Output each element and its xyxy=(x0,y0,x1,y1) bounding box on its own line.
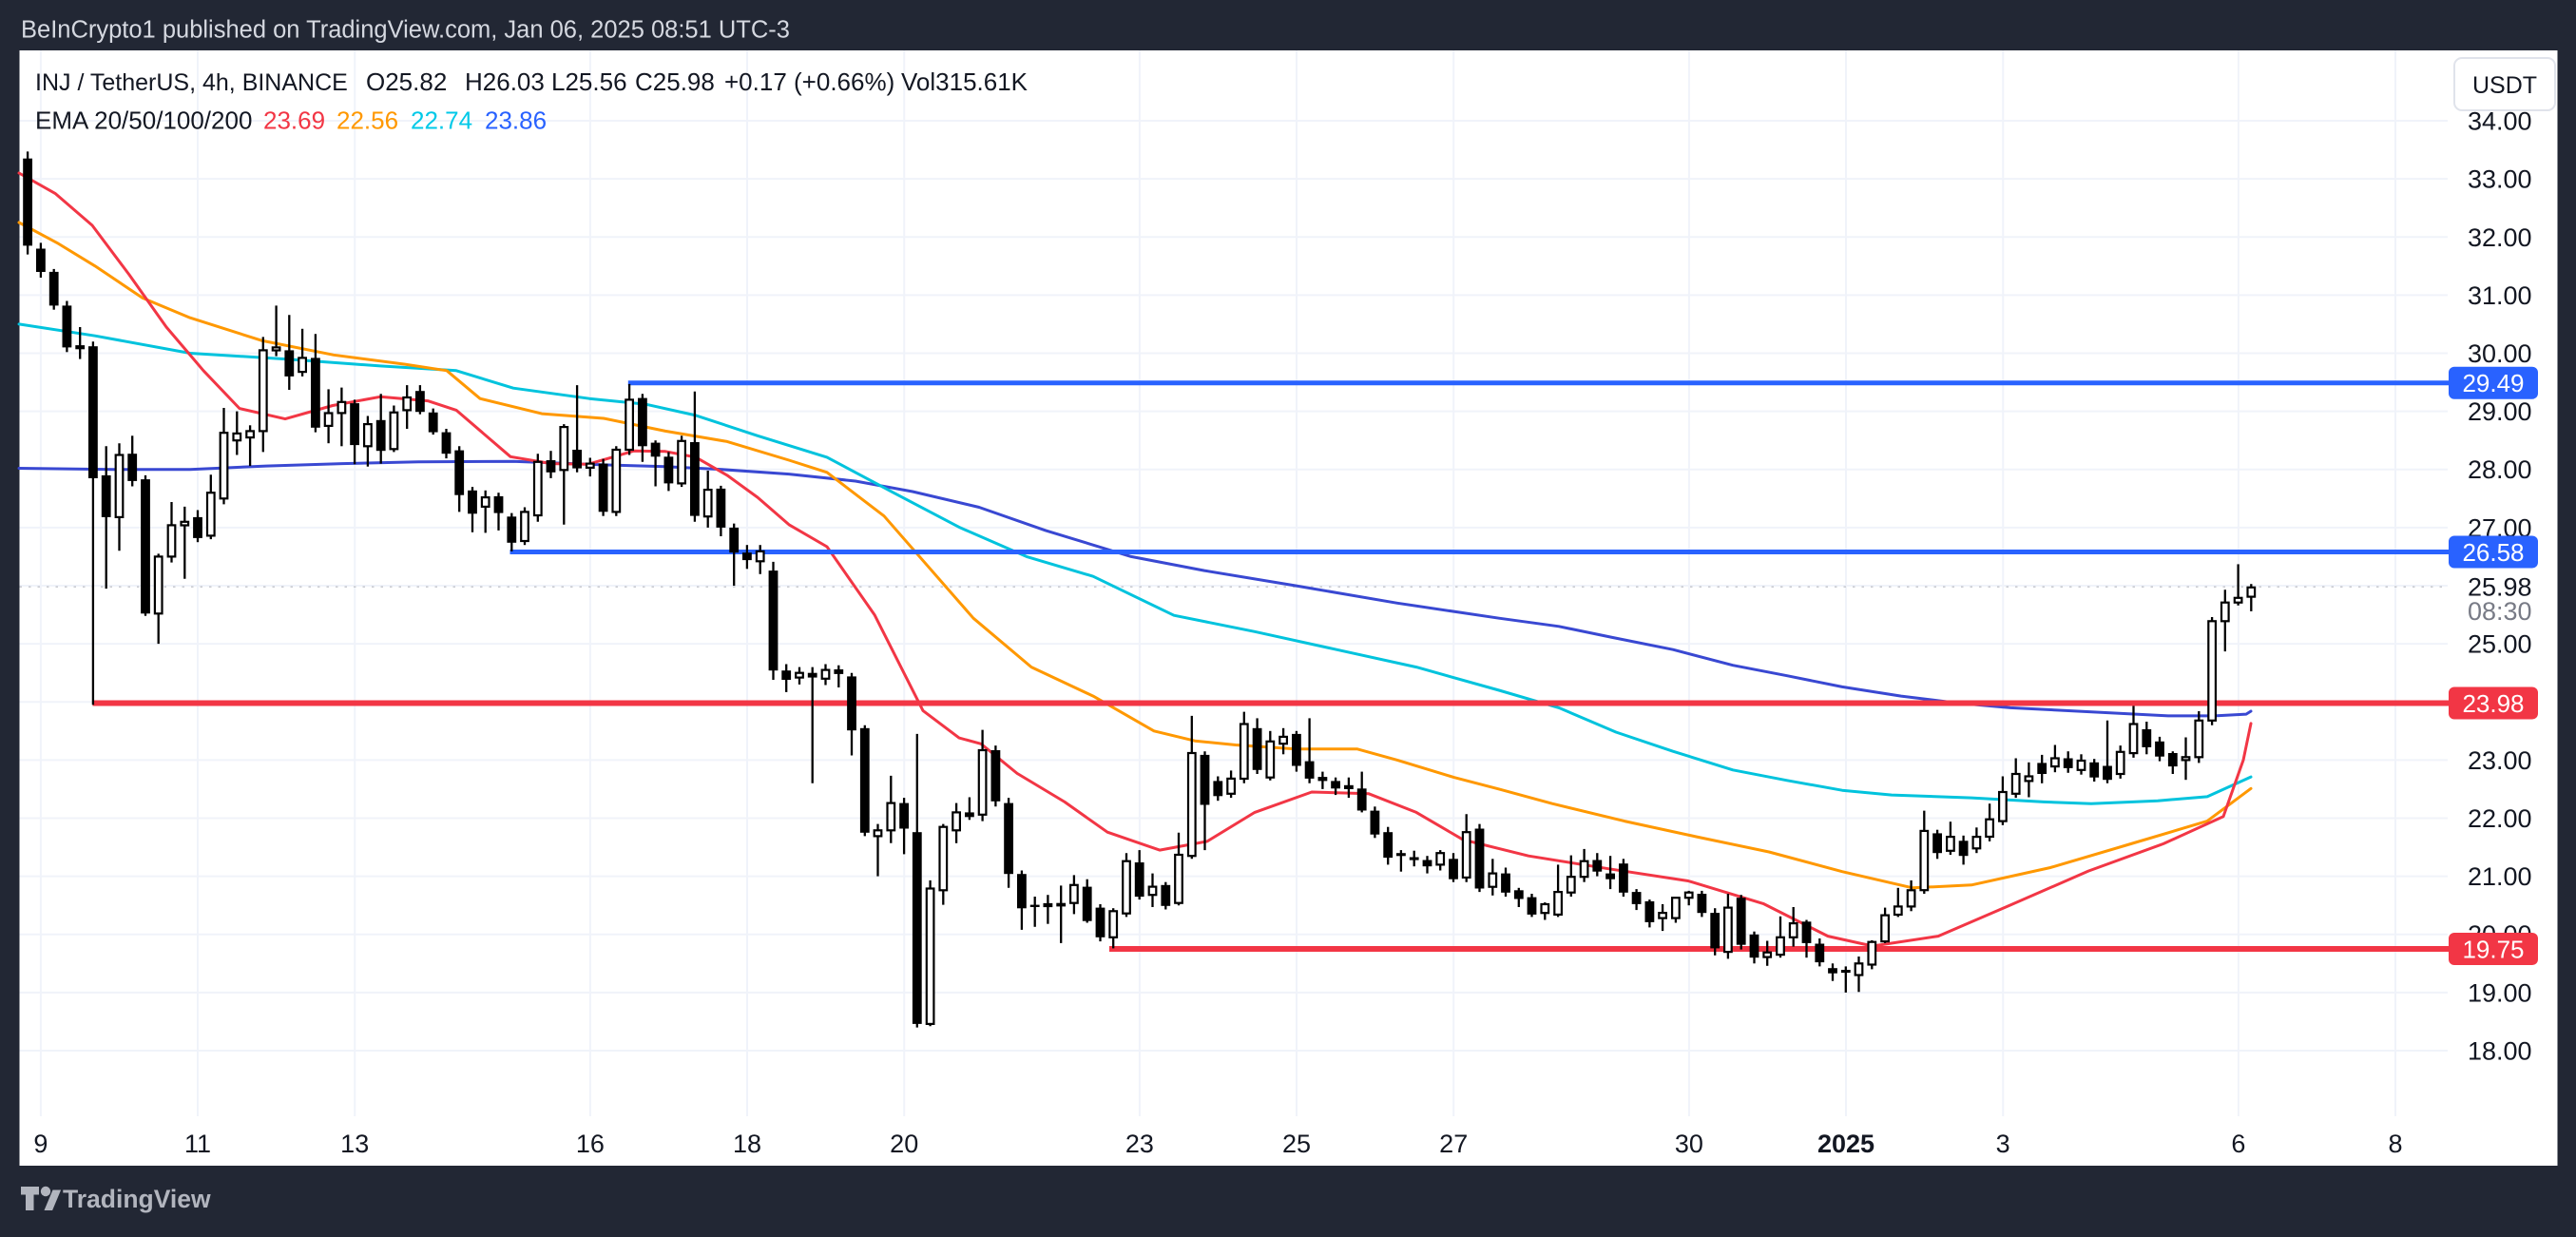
svg-text:23.00: 23.00 xyxy=(2468,746,2532,775)
svg-text:26.58: 26.58 xyxy=(2462,538,2524,567)
svg-text:6: 6 xyxy=(2231,1130,2245,1158)
svg-text:23.86: 23.86 xyxy=(485,106,547,135)
svg-text:11: 11 xyxy=(184,1130,211,1158)
svg-text:18.00: 18.00 xyxy=(2468,1037,2532,1066)
svg-text:25: 25 xyxy=(1282,1130,1311,1158)
svg-text:19.00: 19.00 xyxy=(2468,978,2532,1007)
svg-text:29.00: 29.00 xyxy=(2468,397,2532,426)
svg-text:+0.17 (+0.66%): +0.17 (+0.66%) xyxy=(724,68,894,96)
svg-text:33.00: 33.00 xyxy=(2468,165,2532,194)
svg-text:20: 20 xyxy=(890,1130,918,1158)
svg-text:23.69: 23.69 xyxy=(263,106,325,135)
svg-text:22.00: 22.00 xyxy=(2468,804,2532,833)
svg-text:BeInCrypto1 published on Tradi: BeInCrypto1 published on TradingView.com… xyxy=(21,17,790,44)
svg-text:32.00: 32.00 xyxy=(2468,223,2532,252)
svg-text:EMA 20/50/100/200: EMA 20/50/100/200 xyxy=(35,106,252,135)
svg-text:INJ / TetherUS, 4h, BINANCE: INJ / TetherUS, 4h, BINANCE xyxy=(35,69,348,96)
svg-text:28.00: 28.00 xyxy=(2468,455,2532,484)
svg-text:3: 3 xyxy=(1996,1130,2010,1158)
svg-text:18: 18 xyxy=(733,1130,761,1158)
svg-text:Vol315.61K: Vol315.61K xyxy=(901,68,1028,96)
svg-text:21.00: 21.00 xyxy=(2468,862,2532,891)
svg-text:23: 23 xyxy=(1125,1130,1154,1158)
svg-text:19.75: 19.75 xyxy=(2462,936,2524,964)
svg-text:H26.03: H26.03 xyxy=(465,68,545,96)
svg-text:8: 8 xyxy=(2388,1130,2402,1158)
svg-text:23.98: 23.98 xyxy=(2462,689,2524,718)
svg-text:27: 27 xyxy=(1439,1130,1468,1158)
svg-text:08:30: 08:30 xyxy=(2468,597,2532,626)
svg-text:USDT: USDT xyxy=(2472,72,2537,99)
svg-text:29.49: 29.49 xyxy=(2462,369,2524,397)
svg-text:O25.82: O25.82 xyxy=(366,68,447,96)
svg-text:TradingView: TradingView xyxy=(63,1185,211,1213)
svg-text:30.00: 30.00 xyxy=(2468,339,2532,368)
svg-text:31.00: 31.00 xyxy=(2468,281,2532,310)
svg-text:34.00: 34.00 xyxy=(2468,107,2532,136)
svg-text:16: 16 xyxy=(576,1130,605,1158)
svg-text:30: 30 xyxy=(1675,1130,1703,1158)
svg-text:2025: 2025 xyxy=(1817,1130,1874,1158)
svg-text:25.98: 25.98 xyxy=(2468,573,2532,602)
svg-text:9: 9 xyxy=(33,1130,48,1158)
svg-text:L25.56: L25.56 xyxy=(551,68,627,96)
svg-text:13: 13 xyxy=(340,1130,369,1158)
svg-text:22.74: 22.74 xyxy=(411,106,472,135)
svg-text:22.56: 22.56 xyxy=(336,106,398,135)
svg-text:25.00: 25.00 xyxy=(2468,630,2532,659)
svg-text:C25.98: C25.98 xyxy=(635,68,715,96)
